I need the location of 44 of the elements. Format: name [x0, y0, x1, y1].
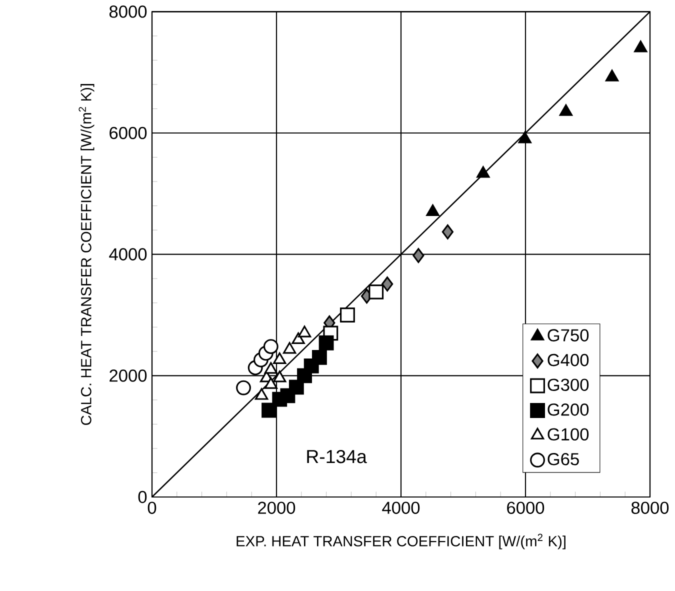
point [263, 339, 278, 354]
x-axis-title: EXP. HEAT TRANSFER COEFFICIENT [W/(m$^{2}$ K)] [236, 534, 566, 550]
y-tick-label: 2000 [110, 370, 147, 382]
legend-label: G300 [548, 378, 589, 391]
point [273, 370, 286, 382]
legend-label: G750 [548, 329, 589, 342]
legend-label: G400 [548, 354, 589, 366]
point [283, 342, 296, 354]
point [442, 224, 454, 240]
point [382, 276, 394, 292]
point [559, 104, 573, 116]
x-tick-label: 6000 [507, 502, 544, 514]
x-tick-label: 4000 [382, 502, 420, 514]
point [368, 284, 384, 300]
legend-label: G100 [548, 428, 589, 441]
point [426, 204, 440, 216]
point [634, 40, 648, 52]
point [264, 377, 278, 389]
point [340, 308, 355, 322]
point [273, 352, 286, 364]
point [288, 380, 304, 395]
y-tick-label: 6000 [110, 126, 147, 140]
point [298, 326, 312, 338]
point [264, 362, 278, 374]
point [476, 166, 490, 178]
y-tick-label: 8000 [109, 6, 147, 18]
y-axis-title: CALC. HEAT TRANSFER COEFFICIENT [W/(m$^{2}$ K)] [78, 84, 94, 425]
point [292, 332, 305, 344]
y-tick-label: 0 [138, 490, 147, 504]
point [254, 388, 268, 400]
legend-label: G65 [548, 453, 579, 466]
point [605, 70, 619, 82]
point [412, 248, 424, 264]
point [318, 335, 334, 350]
legend-label: G200 [548, 403, 589, 416]
y-tick-label: 4000 [109, 248, 147, 260]
point [518, 132, 532, 144]
point [262, 402, 276, 418]
point [312, 350, 327, 365]
x-tick-label: 0 [148, 502, 156, 514]
annotation: R-134a [307, 450, 367, 464]
x-tick-label: 2000 [258, 502, 296, 514]
x-tick-label: 8000 [631, 502, 669, 514]
point [236, 380, 251, 396]
